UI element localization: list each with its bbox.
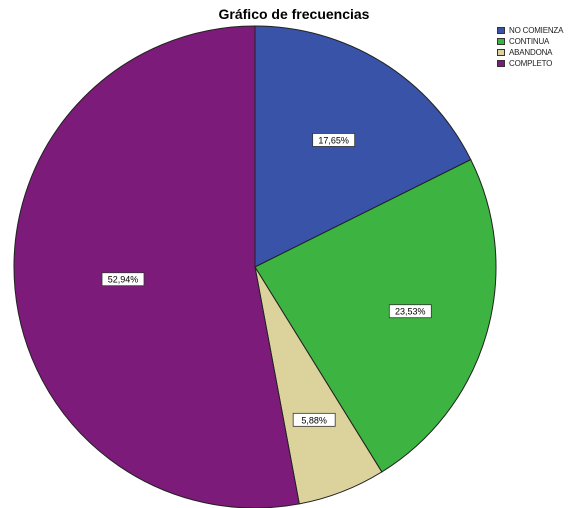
- slice-data-label: 52,94%: [101, 272, 145, 287]
- legend-swatch: [497, 49, 505, 56]
- legend-item-abandona: ABANDONA: [497, 47, 563, 58]
- slice-label-box: [312, 133, 356, 147]
- legend-item-completo: COMPLETO: [497, 58, 563, 69]
- slice-data-label: 23,53%: [388, 304, 432, 319]
- slice-label-text: 17,65%: [318, 135, 349, 145]
- slice-label-text: 52,94%: [108, 275, 139, 285]
- legend-label: COMPLETO: [509, 59, 553, 68]
- pie-labels: 17,65% 23,53% 5,88% 52,94%: [101, 133, 432, 427]
- slice-label-text: 23,53%: [395, 307, 426, 317]
- slice-label-box: [388, 304, 432, 319]
- legend-label: ABANDONA: [509, 48, 553, 57]
- slice-label-text: 5,88%: [301, 415, 327, 425]
- slice-label-box: [292, 412, 336, 427]
- slice-label-box: [101, 272, 145, 287]
- legend-item-continua: CONTINUA: [497, 36, 563, 47]
- pie-slice-no-comienza: [254, 25, 472, 268]
- legend: NO COMIENZA CONTINUA ABANDONA COMPLETO: [497, 25, 563, 69]
- chart-title: Gráfico de frecuencias: [218, 6, 370, 22]
- legend-swatch: [497, 38, 505, 45]
- legend-label: NO COMIENZA: [509, 26, 564, 35]
- legend-item-no-comienza: NO COMIENZA: [497, 25, 563, 36]
- pie-slices: [13, 25, 497, 508]
- pie-slice-continua: [254, 158, 497, 473]
- slice-data-label: 5,88%: [292, 412, 336, 427]
- legend-swatch: [497, 60, 505, 67]
- pie-slice-completo: [13, 25, 300, 508]
- legend-label: CONTINUA: [509, 37, 550, 46]
- slice-data-label: 17,65%: [312, 133, 356, 147]
- legend-swatch: [497, 27, 505, 34]
